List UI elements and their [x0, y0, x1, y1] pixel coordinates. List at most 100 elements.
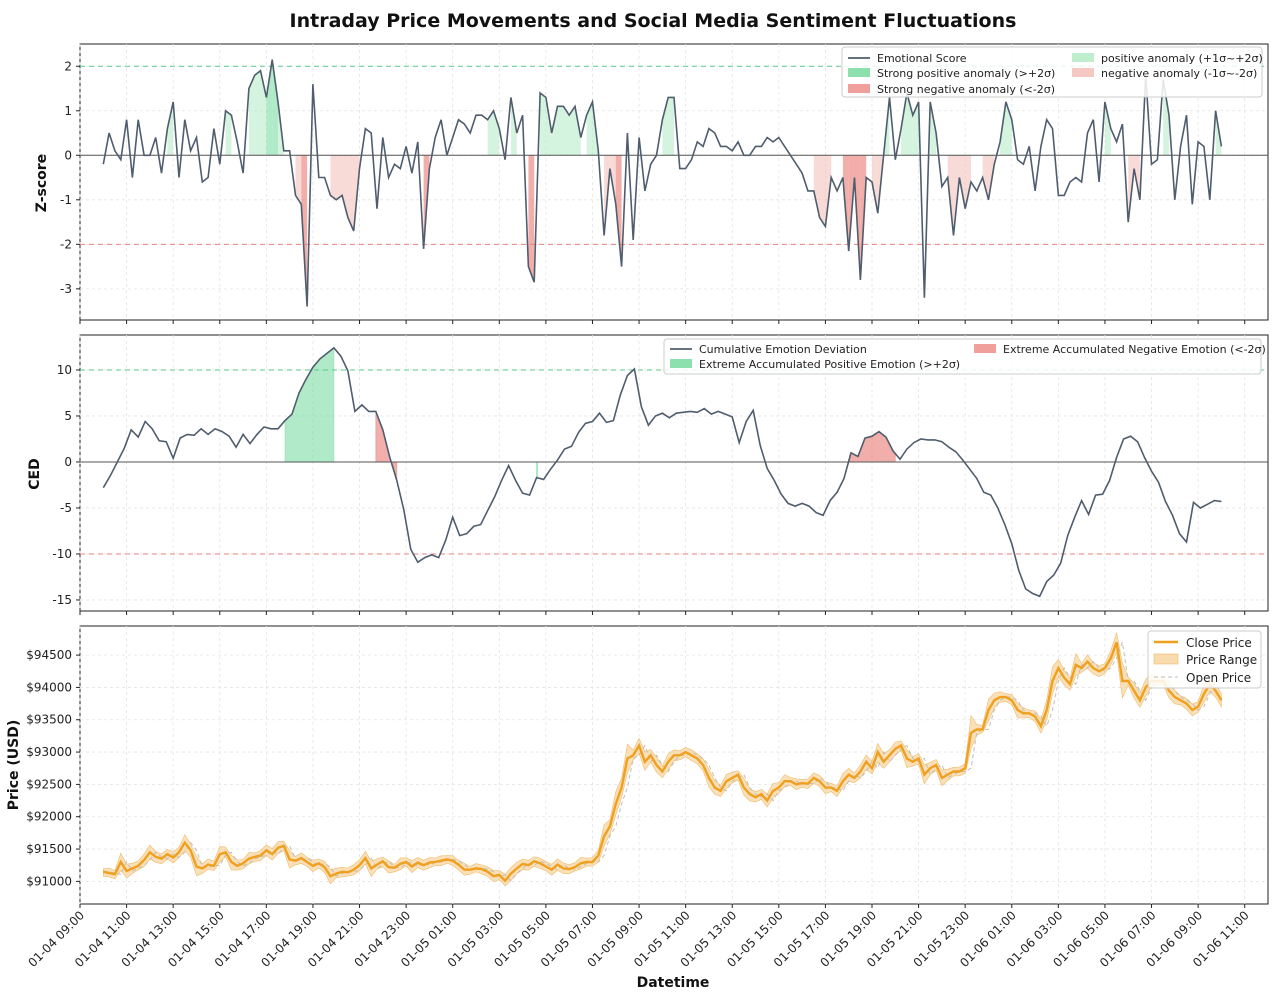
- anomaly-fill: [668, 97, 674, 156]
- y-tick-label: $93500: [26, 713, 72, 727]
- y-tick-label: -15: [52, 593, 72, 607]
- legend-open: Open Price: [1186, 671, 1251, 685]
- zscore-x-ticks: [79, 320, 1246, 324]
- anomaly-fill: [906, 92, 913, 156]
- close-price-line: [103, 641, 1223, 883]
- anomaly-fill: [167, 101, 174, 156]
- legend-range: Price Range: [1186, 653, 1257, 667]
- anomaly-fill: [347, 155, 354, 231]
- anomaly-fill: [872, 155, 878, 214]
- y-tick-label: 10: [57, 363, 72, 377]
- positive-extreme-fill: [536, 461, 539, 479]
- anomaly-fill: [819, 155, 826, 227]
- anomaly-fill: [912, 101, 919, 156]
- price-y-ticks: $91000 $91500 $92000 $92500 $93000 $93500 $940…: [26, 648, 80, 888]
- anomaly-fill: [342, 155, 348, 218]
- anomaly-fill: [569, 106, 575, 156]
- x-axis-label: Datetime: [637, 975, 710, 991]
- legend-strong-neg: Strong negative anomaly (<-2σ): [877, 83, 1055, 96]
- price-legend: Close Price Price Range Open Price: [1147, 630, 1262, 689]
- open-price-line: [103, 642, 1222, 882]
- y-tick-label: $92500: [26, 777, 72, 791]
- legend-mild-pos: positive anomaly (+1σ~+2σ): [1101, 52, 1263, 65]
- y-tick-label: -5: [60, 501, 72, 515]
- anomaly-fill: [930, 101, 937, 156]
- anomaly-fill: [528, 155, 535, 283]
- y-tick-label: 0: [64, 148, 72, 162]
- anomaly-fill: [551, 106, 558, 156]
- anomaly-fill: [254, 70, 261, 156]
- legend-ced-pos-swatch: [670, 359, 692, 368]
- legend-close: Close Price: [1186, 636, 1252, 650]
- legend-ced-pos: Extreme Accumulated Positive Emotion (>+…: [699, 358, 960, 371]
- anomaly-fill: [901, 92, 907, 156]
- y-tick-label: -10: [52, 547, 72, 561]
- legend-mild-neg: negative anomaly (-1σ~-2σ): [1101, 67, 1257, 80]
- anomaly-fill: [662, 97, 669, 156]
- emotional-score-line: [102, 59, 1223, 307]
- anomaly-fill: [586, 101, 593, 156]
- zscore-y-ticks: -3 -2 -1 0 1 2: [60, 59, 80, 296]
- legend-ced: Cumulative Emotion Deviation: [699, 343, 867, 356]
- legend-mild-neg-swatch: [1072, 68, 1094, 77]
- y-tick-label: 5: [64, 409, 72, 423]
- anomaly-fill: [615, 155, 622, 267]
- y-tick-label: 2: [64, 59, 72, 73]
- price-panel: $91000 $91500 $92000 $92500 $93000 $93500 $940…: [6, 625, 1269, 991]
- anomaly-fill: [272, 59, 278, 156]
- legend-strong-pos: Strong positive anomaly (>+2σ): [877, 67, 1055, 80]
- y-tick-label: 0: [64, 455, 72, 469]
- anomaly-fill: [545, 97, 552, 156]
- zscore-legend: Emotional Score Strong positive anomaly …: [841, 46, 1263, 98]
- ced-plot-area: [79, 334, 1269, 612]
- price-plot-area: [79, 625, 1269, 905]
- zscore-panel: -3 -2 -1 0 1 2 Z-score Emotional Score Strong…: [34, 43, 1269, 324]
- legend-ced-neg-swatch: [974, 344, 996, 353]
- ced-line: [102, 346, 1222, 598]
- anomaly-fill: [982, 155, 989, 200]
- legend-emotional-score: Emotional Score: [877, 52, 967, 65]
- legend-mild-pos-swatch: [1072, 53, 1094, 62]
- y-tick-label: 1: [64, 104, 72, 118]
- y-tick-label: $94000: [26, 680, 72, 694]
- anomaly-fill: [959, 155, 966, 209]
- legend-strong-neg-swatch: [848, 84, 870, 93]
- figure-title: Intraday Price Movements and Social Medi…: [290, 10, 1017, 32]
- anomaly-fill: [965, 155, 971, 209]
- anomaly-fill: [575, 106, 581, 156]
- y-tick-label: $92000: [26, 810, 72, 824]
- ced-legend: Cumulative Emotion Deviation Extreme Acc…: [663, 338, 1266, 375]
- anomaly-fill: [813, 155, 820, 218]
- ced-panel: -15 -10 -5 0 5 10 CED Cumulative Emotion Devi…: [27, 334, 1269, 615]
- anomaly-fill: [336, 155, 343, 200]
- anomaly-fill: [295, 155, 302, 205]
- anomaly-fill: [248, 75, 255, 156]
- anomaly-fill: [540, 92, 546, 156]
- anomaly-fill: [493, 110, 500, 156]
- anomaly-fill: [330, 155, 337, 200]
- y-tick-label: -2: [60, 237, 72, 251]
- price-y-label: Price (USD): [6, 720, 22, 811]
- legend-range-swatch: [1153, 653, 1179, 665]
- anomaly-fill: [1005, 101, 1012, 156]
- anomaly-fill: [1104, 101, 1111, 156]
- y-tick-label: $94500: [26, 648, 72, 662]
- anomaly-fill: [563, 106, 570, 156]
- legend-strong-pos-swatch: [848, 68, 870, 77]
- zscore-y-label: Z-score: [34, 154, 50, 212]
- y-tick-label: $91500: [26, 842, 72, 856]
- legend-ced-neg: Extreme Accumulated Negative Emotion (<-…: [1003, 343, 1266, 356]
- y-tick-label: -1: [60, 193, 72, 207]
- y-tick-label: -3: [60, 282, 72, 296]
- ced-y-label: CED: [27, 458, 43, 489]
- anomaly-fill: [225, 110, 232, 156]
- anomaly-fill: [510, 97, 517, 156]
- ced-y-ticks: -15 -10 -5 0 5 10: [52, 363, 80, 607]
- y-tick-label: $93000: [26, 745, 72, 759]
- anomaly-fill: [487, 110, 494, 156]
- y-tick-label: $91000: [26, 874, 72, 888]
- anomaly-fill: [266, 59, 273, 156]
- anomaly-fill: [1163, 79, 1169, 156]
